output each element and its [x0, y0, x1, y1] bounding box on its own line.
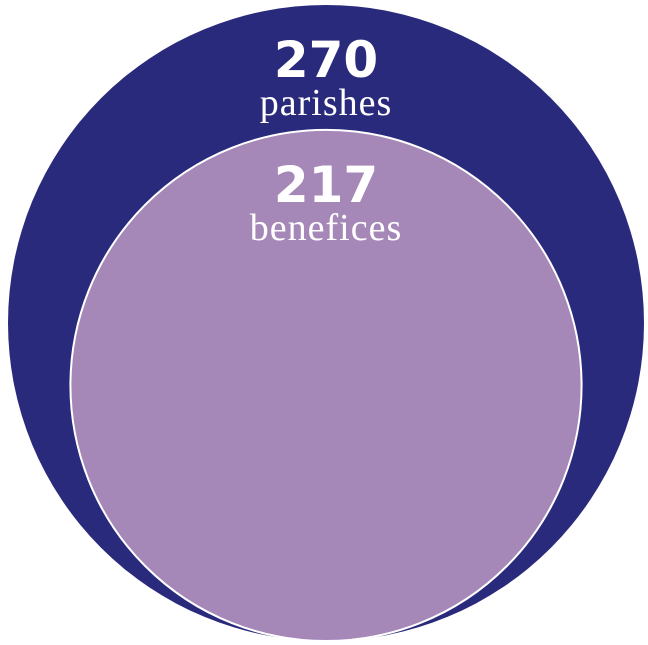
value-label: 217: [274, 156, 378, 214]
circle: [69, 128, 583, 642]
category-label: benefices: [250, 207, 402, 249]
category-label: parishes: [260, 82, 393, 124]
value-label: 270: [274, 31, 378, 89]
